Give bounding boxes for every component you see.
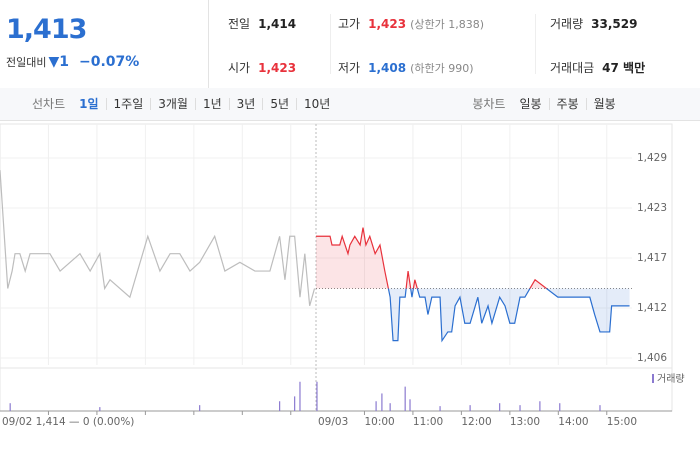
volume-bar bbox=[469, 405, 471, 411]
stat-label: 저가 bbox=[338, 61, 361, 75]
volume-bar bbox=[294, 396, 296, 411]
stat: 전일 1,414 bbox=[228, 15, 296, 32]
volume-bar bbox=[381, 393, 383, 411]
price-line bbox=[387, 288, 630, 343]
stat-value: 33,529 bbox=[591, 17, 638, 31]
period-tab[interactable]: 10년 bbox=[296, 98, 337, 110]
x-tick-label: 15:00 bbox=[607, 416, 637, 428]
y-tick-label: 1,412 bbox=[637, 302, 667, 314]
volume-bar bbox=[375, 401, 377, 411]
period-tab[interactable]: 3개월 bbox=[150, 98, 195, 110]
stat-note: (상한가 1,838) bbox=[410, 18, 484, 31]
divider bbox=[330, 14, 331, 74]
stat-value: 1,408 bbox=[368, 61, 407, 75]
price-line bbox=[316, 227, 548, 289]
period-tab[interactable]: 1년 bbox=[194, 98, 229, 110]
volume-bar bbox=[279, 401, 281, 411]
period-tab[interactable]: 주봉 bbox=[548, 98, 586, 110]
toolbar: 선차트 1일 1주일 3개월 1년 3년 5년 10년 봉차트 일봉 주봉 월봉 bbox=[0, 88, 700, 121]
volume-bar bbox=[404, 386, 406, 411]
quote-header: 1,413 전일대비 ▼1 −0.07% 전일 1,414 고가 1,423 (상한가 1,… bbox=[0, 0, 700, 89]
stat-value: 47 백만 bbox=[602, 61, 646, 75]
volume-bar bbox=[199, 405, 201, 411]
volume-bar bbox=[299, 381, 301, 411]
toolbar-label: 선차트 bbox=[32, 97, 66, 111]
x-tick-label: 11:00 bbox=[413, 416, 443, 428]
current-price: 1,413 bbox=[6, 14, 87, 45]
y-tick-label: 1,429 bbox=[637, 152, 667, 164]
stat-value: 1,423 bbox=[258, 61, 297, 75]
x-tick-label: 10:00 bbox=[364, 416, 394, 428]
divider bbox=[535, 14, 536, 74]
period-tab[interactable]: 일봉 bbox=[519, 97, 542, 111]
legend-label: 거래량 bbox=[657, 373, 685, 385]
change: ▼1 bbox=[48, 54, 69, 70]
x-tick-label: 13:00 bbox=[510, 416, 540, 428]
x-tick-label: 14:00 bbox=[558, 416, 588, 428]
stat-label: 전일 bbox=[228, 17, 251, 31]
period-tab[interactable]: 1일 bbox=[79, 97, 99, 111]
period-tab[interactable]: 월봉 bbox=[585, 98, 623, 110]
volume-bar bbox=[559, 403, 561, 411]
stat: 거래대금 47 백만 bbox=[550, 59, 645, 76]
price-area bbox=[316, 288, 630, 341]
stat: 저가 1,408 (하한가 990) bbox=[338, 59, 474, 76]
change-row: 전일대비 ▼1 −0.07% bbox=[6, 54, 139, 70]
price-area bbox=[316, 227, 547, 289]
volume-bar bbox=[519, 405, 521, 411]
stat: 고가 1,423 (상한가 1,838) bbox=[338, 15, 484, 32]
x-tick-label: 12:00 bbox=[461, 416, 491, 428]
volume-bar bbox=[599, 405, 601, 411]
stat-note: (하한가 990) bbox=[410, 62, 474, 75]
y-tick-label: 1,417 bbox=[637, 252, 667, 264]
stat-value: 1,414 bbox=[258, 17, 297, 31]
volume-bar bbox=[99, 407, 101, 411]
stat: 시가 1,423 bbox=[228, 59, 296, 76]
stat: 거래량 33,529 bbox=[550, 15, 637, 32]
y-tick-label: 1,406 bbox=[637, 352, 667, 364]
period-tab[interactable]: 5년 bbox=[262, 98, 296, 110]
price-box: 1,413 전일대비 ▼1 −0.07% bbox=[0, 0, 209, 88]
stat-label: 고가 bbox=[338, 17, 361, 31]
stat-label: 거래량 bbox=[550, 17, 584, 31]
change-rate: −0.07% bbox=[79, 54, 140, 70]
change-label: 전일대비 bbox=[6, 56, 47, 69]
volume-bar bbox=[499, 403, 501, 411]
series-name: 09/03 bbox=[318, 416, 348, 428]
volume-bar bbox=[316, 381, 318, 411]
stat-value: 1,423 bbox=[368, 17, 407, 31]
period-tab[interactable]: 1주일 bbox=[105, 98, 151, 110]
volume-bar bbox=[409, 399, 411, 411]
price-line bbox=[0, 170, 316, 307]
volume-bar bbox=[389, 403, 391, 411]
toolbar-label: 봉차트 bbox=[472, 97, 506, 111]
volume-bar bbox=[539, 401, 541, 411]
period-tab[interactable]: 3년 bbox=[228, 98, 263, 110]
stat-label: 거래대금 bbox=[550, 61, 595, 75]
volume-bar bbox=[9, 403, 11, 411]
series-name: 09/02 1,414 — 0 (0.00%) bbox=[2, 416, 134, 428]
volume-bar bbox=[439, 406, 441, 411]
legend-swatch bbox=[652, 374, 654, 383]
y-tick-label: 1,423 bbox=[637, 202, 667, 214]
stat-label: 시가 bbox=[228, 61, 251, 75]
